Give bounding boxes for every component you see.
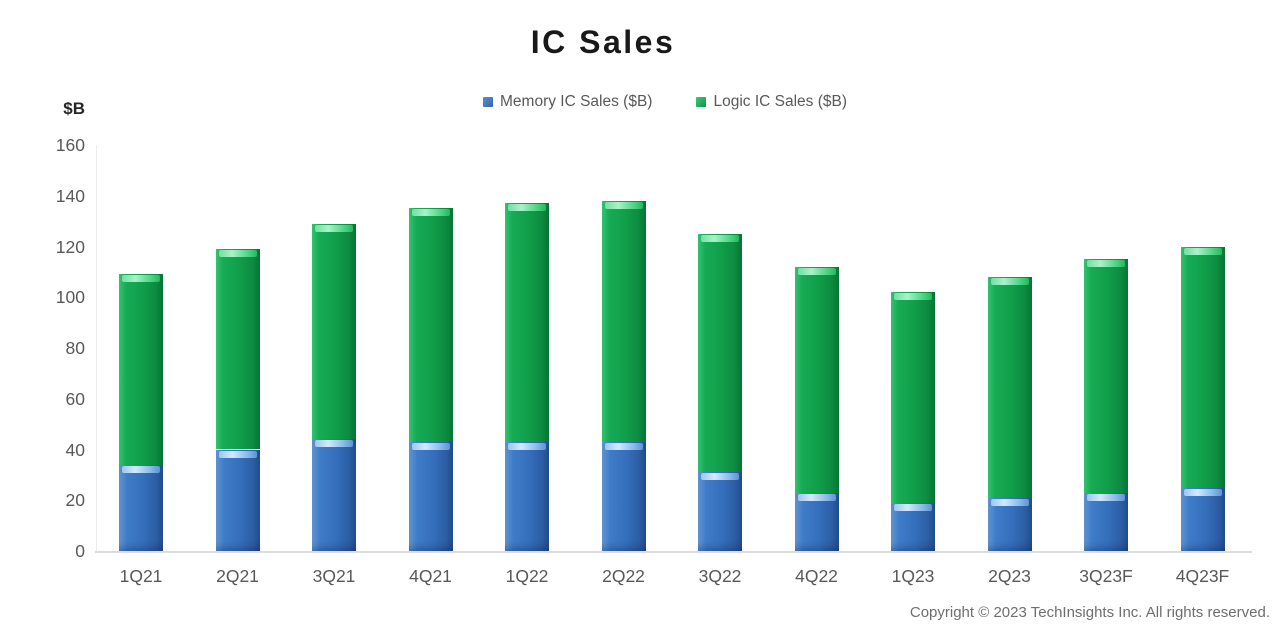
bar-memory-bevel-2Q22 bbox=[604, 442, 643, 450]
x-axis-line bbox=[95, 551, 1252, 553]
bar-logic-3Q23F bbox=[1084, 259, 1128, 493]
bar-logic-4Q22 bbox=[794, 266, 839, 493]
bar-memory-3Q23F bbox=[1084, 492, 1128, 551]
memory-series-swatch-icon bbox=[483, 97, 493, 107]
y-tick-label-160: 160 bbox=[55, 135, 85, 155]
y-tick-label-40: 40 bbox=[65, 439, 85, 460]
bar-logic-bevel-1Q22 bbox=[508, 204, 546, 212]
bar-memory-bevel-1Q22 bbox=[508, 442, 546, 450]
x-tick-label-3Q21: 3Q21 bbox=[312, 566, 356, 586]
x-tick-label-1Q21: 1Q21 bbox=[119, 566, 163, 586]
bar-logic-bevel-3Q23F bbox=[1087, 260, 1125, 268]
y-tick-label-20: 20 bbox=[65, 490, 85, 511]
bar-logic-2Q22 bbox=[601, 200, 646, 442]
legend-label-logic: Logic IC Sales ($B) bbox=[713, 93, 847, 110]
bar-memory-bevel-3Q22 bbox=[701, 473, 739, 481]
y-tick-label-120: 120 bbox=[55, 236, 85, 257]
bar-memory-4Q23F bbox=[1180, 487, 1225, 551]
bar-logic-bevel-2Q21 bbox=[218, 250, 257, 258]
bar-memory-1Q21 bbox=[119, 464, 163, 551]
copyright-notice: Copyright © 2023 TechInsights Inc. All r… bbox=[909, 604, 1270, 621]
y-tick-label-140: 140 bbox=[55, 185, 85, 206]
bar-memory-bevel-2Q21 bbox=[218, 450, 257, 458]
bar-memory-bevel-4Q23F bbox=[1183, 488, 1222, 496]
bar-memory-bevel-4Q21 bbox=[411, 442, 450, 450]
bar-logic-bevel-4Q22 bbox=[797, 267, 836, 275]
bar-logic-1Q22 bbox=[505, 203, 549, 442]
y-axis-line bbox=[96, 145, 97, 551]
bar-memory-3Q22 bbox=[698, 472, 742, 551]
bar-memory-bevel-2Q23 bbox=[990, 498, 1029, 506]
x-tick-label-4Q22: 4Q22 bbox=[795, 566, 838, 586]
y-tick-label-100: 100 bbox=[55, 287, 85, 308]
bar-memory-bevel-3Q23F bbox=[1087, 493, 1125, 501]
bar-memory-1Q23 bbox=[891, 502, 935, 551]
legend-item-logic: Logic IC Sales ($B) bbox=[696, 93, 847, 111]
bar-logic-1Q23 bbox=[891, 292, 935, 503]
chart-title: IC Sales bbox=[530, 24, 676, 60]
legend-item-memory: Memory IC Sales ($B) bbox=[483, 93, 652, 111]
bar-logic-bevel-3Q21 bbox=[315, 224, 353, 232]
bar-memory-2Q23 bbox=[987, 497, 1032, 551]
y-tick-label-0: 0 bbox=[75, 541, 85, 561]
bar-memory-bevel-1Q23 bbox=[894, 503, 932, 511]
bar-memory-bevel-4Q22 bbox=[797, 493, 836, 501]
logic-series-swatch-icon bbox=[696, 97, 707, 107]
bar-logic-bevel-3Q22 bbox=[701, 234, 739, 242]
x-tick-label-2Q21: 2Q21 bbox=[216, 566, 259, 586]
bar-logic-bevel-2Q22 bbox=[604, 201, 643, 209]
chart-legend: Memory IC Sales ($B) Logic IC Sales ($B) bbox=[0, 93, 1280, 111]
bar-logic-2Q23 bbox=[987, 276, 1032, 498]
bar-memory-3Q21 bbox=[312, 439, 356, 551]
x-tick-label-3Q23F: 3Q23F bbox=[1079, 566, 1133, 586]
bar-logic-3Q22 bbox=[698, 233, 742, 473]
bar-memory-4Q22 bbox=[794, 492, 839, 551]
bar-logic-bevel-1Q23 bbox=[894, 293, 932, 301]
y-tick-label-80: 80 bbox=[65, 338, 85, 358]
x-tick-label-2Q22: 2Q22 bbox=[602, 566, 645, 586]
x-tick-label-3Q22: 3Q22 bbox=[698, 566, 742, 586]
bar-memory-2Q22 bbox=[601, 441, 646, 551]
x-tick-label-4Q21: 4Q21 bbox=[409, 566, 452, 586]
x-tick-label-2Q23: 2Q23 bbox=[988, 566, 1031, 586]
y-axis-unit-label: $B bbox=[63, 99, 85, 118]
bar-logic-2Q21 bbox=[215, 249, 260, 450]
bar-memory-2Q21 bbox=[215, 449, 260, 551]
bar-logic-bevel-2Q23 bbox=[990, 277, 1029, 285]
bar-logic-4Q21 bbox=[408, 208, 453, 442]
bar-logic-1Q21 bbox=[119, 274, 163, 465]
x-tick-label-1Q22: 1Q22 bbox=[505, 566, 549, 586]
bar-memory-bevel-1Q21 bbox=[122, 465, 160, 473]
bar-logic-bevel-1Q21 bbox=[122, 275, 160, 283]
y-tick-label-60: 60 bbox=[65, 388, 85, 409]
bar-memory-bevel-3Q21 bbox=[315, 440, 353, 448]
bar-memory-4Q21 bbox=[408, 441, 453, 551]
bar-logic-4Q23F bbox=[1180, 246, 1225, 488]
legend-label-memory: Memory IC Sales ($B) bbox=[500, 93, 653, 110]
x-tick-label-1Q23: 1Q23 bbox=[891, 566, 935, 586]
bar-logic-bevel-4Q23F bbox=[1183, 247, 1222, 255]
bar-logic-3Q21 bbox=[312, 223, 356, 440]
bar-logic-bevel-4Q21 bbox=[411, 209, 450, 217]
bar-memory-1Q22 bbox=[505, 441, 549, 551]
x-tick-label-4Q23F: 4Q23F bbox=[1175, 566, 1230, 586]
